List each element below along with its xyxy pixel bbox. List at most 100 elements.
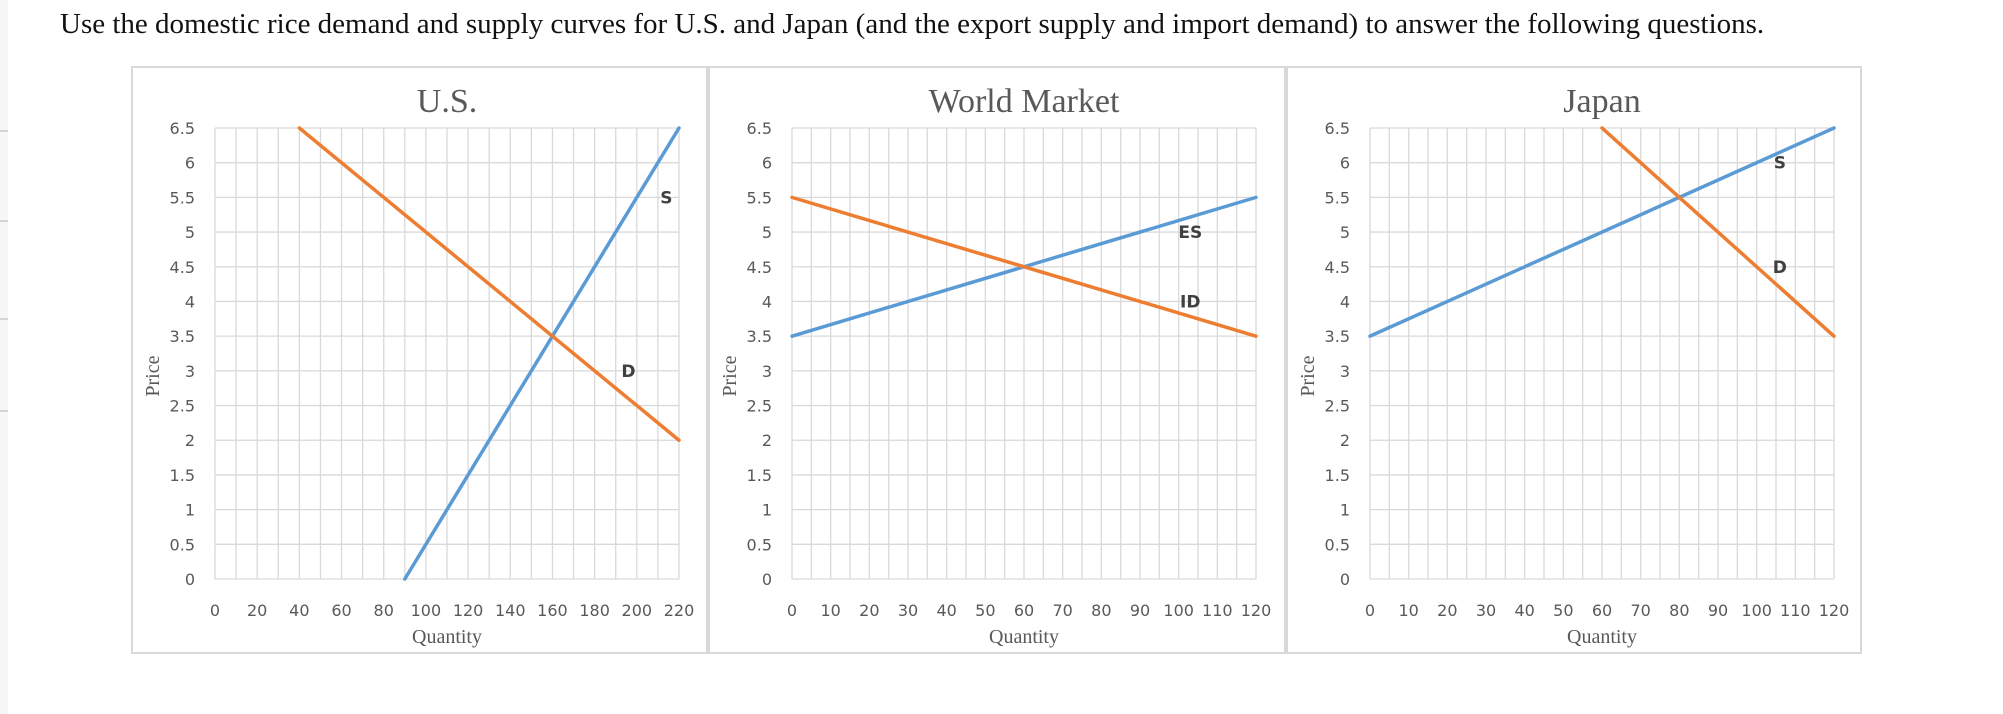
us-x-tick-label: 200 <box>622 601 653 620</box>
us-x-tick-label: 180 <box>579 601 610 620</box>
japan-series-s-label: S <box>1774 154 1786 174</box>
japan-x-tick-label: 40 <box>1514 601 1534 620</box>
us-y-tick-label: 1 <box>185 501 195 520</box>
japan-y-tick-label: 5.5 <box>1325 188 1350 207</box>
world-market-y-tick-label: 1 <box>762 501 772 520</box>
japan-x-tick-label: 70 <box>1630 601 1650 620</box>
world-market-series-id-line <box>790 195 1258 338</box>
us-x-tick-label: 220 <box>664 601 695 620</box>
world-market-series-id-label: ID <box>1180 292 1200 312</box>
left-margin-mark <box>0 130 8 132</box>
world-market-y-tick-label: 6.5 <box>747 119 772 138</box>
world-market-x-tick-label: 100 <box>1163 601 1194 620</box>
world-market-x-tick-label: 120 <box>1241 601 1272 620</box>
left-margin-mark <box>0 220 8 222</box>
us-x-tick-label: 0 <box>210 601 220 620</box>
japan-y-tick-label: 0.5 <box>1325 535 1350 554</box>
us-y-tick-label: 0.5 <box>170 535 195 554</box>
world-market-series-es-label: ES <box>1178 223 1202 243</box>
world-market-x-tick-label: 80 <box>1091 601 1111 620</box>
japan-y-tick-label: 6 <box>1340 154 1350 173</box>
japan-y-tick-label: 4 <box>1340 292 1350 311</box>
world-market-x-tick-label: 110 <box>1202 601 1233 620</box>
japan-y-tick-label: 3 <box>1340 362 1350 381</box>
us-y-tick-label: 6.5 <box>170 119 195 138</box>
world-market-y-tick-label: 5.5 <box>747 188 772 207</box>
world-market-y-tick-label: 2.5 <box>747 397 772 416</box>
japan-x-tick-label: 50 <box>1553 601 1573 620</box>
world-market-y-tick-label: 5 <box>762 223 772 242</box>
us-y-tick-label: 3.5 <box>170 327 195 346</box>
world-market-chart-title: World Market <box>929 83 1120 120</box>
world-market-x-tick-label: 70 <box>1052 601 1072 620</box>
world-market-x-tick-label: 0 <box>787 601 797 620</box>
us-x-tick-label: 140 <box>495 601 526 620</box>
japan-x-tick-label: 80 <box>1669 601 1689 620</box>
us-x-tick-label: 60 <box>331 601 351 620</box>
japan-y-tick-label: 1 <box>1340 501 1350 520</box>
us-x-tick-label: 40 <box>289 601 309 620</box>
japan-x-tick-label: 90 <box>1708 601 1728 620</box>
japan-x-tick-label: 120 <box>1819 601 1850 620</box>
japan-x-tick-label: 10 <box>1398 601 1418 620</box>
world-market-x-tick-label: 60 <box>1014 601 1034 620</box>
us-y-axis-label: Price <box>142 355 164 396</box>
japan-y-tick-label: 6.5 <box>1325 119 1350 138</box>
world-market-x-axis-label: Quantity <box>989 626 1059 648</box>
us-series-s-line <box>403 126 681 581</box>
left-margin-strip <box>0 0 8 714</box>
us-series-d-line <box>297 126 681 442</box>
us-y-tick-label: 6 <box>185 154 195 173</box>
world-market-y-tick-label: 0 <box>762 570 772 589</box>
us-y-tick-label: 4 <box>185 292 195 311</box>
world-market-chart: 0 0.5 1 1.5 2 2.5 3 3.5 4 4.5 5 5.5 6 6.5 0 10 20 30 40 50 6… <box>719 83 1272 648</box>
chart-panel-world-market: 0 0.5 1 1.5 2 2.5 3 3.5 4 4.5 5 5.5 6 6.5 0 10 20 30 40 50 6… <box>708 66 1286 654</box>
world-market-y-tick-label: 1.5 <box>747 466 772 485</box>
world-market-x-tick-label: 30 <box>898 601 918 620</box>
japan-y-tick-label: 2.5 <box>1325 397 1350 416</box>
world-market-y-tick-label: 0.5 <box>747 535 772 554</box>
world-market-x-tick-label: 40 <box>936 601 956 620</box>
us-y-tick-label: 2.5 <box>170 397 195 416</box>
left-margin-mark <box>0 318 8 320</box>
us-x-tick-label: 100 <box>411 601 442 620</box>
world-market-y-tick-label: 4.5 <box>747 258 772 277</box>
us-x-tick-label: 20 <box>247 601 267 620</box>
us-y-tick-label: 3 <box>185 362 195 381</box>
japan-x-tick-label: 100 <box>1741 601 1772 620</box>
japan-chart-title: Japan <box>1563 83 1640 120</box>
japan-y-tick-label: 5 <box>1340 223 1350 242</box>
world-market-y-tick-label: 4 <box>762 292 772 311</box>
us-y-tick-label: 5.5 <box>170 188 195 207</box>
us-chart: 0 0.5 1 1.5 2 2.5 3 3.5 4 4.5 5 5.5 6 6.5 0 20 40 60 80 100… <box>142 83 695 648</box>
us-series-s-label: S <box>660 188 672 208</box>
left-margin-mark <box>0 410 8 412</box>
chart-panel-japan: 0 0.5 1 1.5 2 2.5 3 3.5 4 4.5 5 5.5 6 6.5 0 10 20 30 40 50 6… <box>1286 66 1862 654</box>
world-market-y-axis-label: Price <box>719 355 741 396</box>
us-x-tick-label: 80 <box>374 601 394 620</box>
japan-y-tick-label: 4.5 <box>1325 258 1350 277</box>
japan-series-s-line <box>1368 126 1836 338</box>
question-text: Use the domestic rice demand and supply … <box>60 8 1765 40</box>
world-market-x-tick-label: 10 <box>820 601 840 620</box>
us-y-tick-label: 4.5 <box>170 258 195 277</box>
world-market-x-tick-label: 90 <box>1130 601 1150 620</box>
chart-panel-us: 0 0.5 1 1.5 2 2.5 3 3.5 4 4.5 5 5.5 6 6.5 0 20 40 60 80 100… <box>131 66 708 654</box>
japan-y-tick-label: 2 <box>1340 431 1350 450</box>
japan-series-d-line <box>1600 126 1836 338</box>
us-y-tick-label: 0 <box>185 570 195 589</box>
world-market-x-tick-label: 20 <box>859 601 879 620</box>
us-y-tick-label: 2 <box>185 431 195 450</box>
japan-chart: 0 0.5 1 1.5 2 2.5 3 3.5 4 4.5 5 5.5 6 6.5 0 10 20 30 40 50 6… <box>1297 83 1850 648</box>
japan-x-tick-label: 20 <box>1437 601 1457 620</box>
world-market-y-tick-label: 3.5 <box>747 327 772 346</box>
world-market-y-tick-label: 3 <box>762 362 772 381</box>
japan-series-d-label: D <box>1773 258 1787 278</box>
us-y-tick-label: 1.5 <box>170 466 195 485</box>
us-x-axis-label: Quantity <box>412 626 482 648</box>
us-series-d-label: D <box>621 362 635 382</box>
japan-x-tick-label: 60 <box>1592 601 1612 620</box>
japan-y-tick-label: 3.5 <box>1325 327 1350 346</box>
japan-x-tick-label: 110 <box>1780 601 1811 620</box>
us-chart-title: U.S. <box>417 83 477 120</box>
